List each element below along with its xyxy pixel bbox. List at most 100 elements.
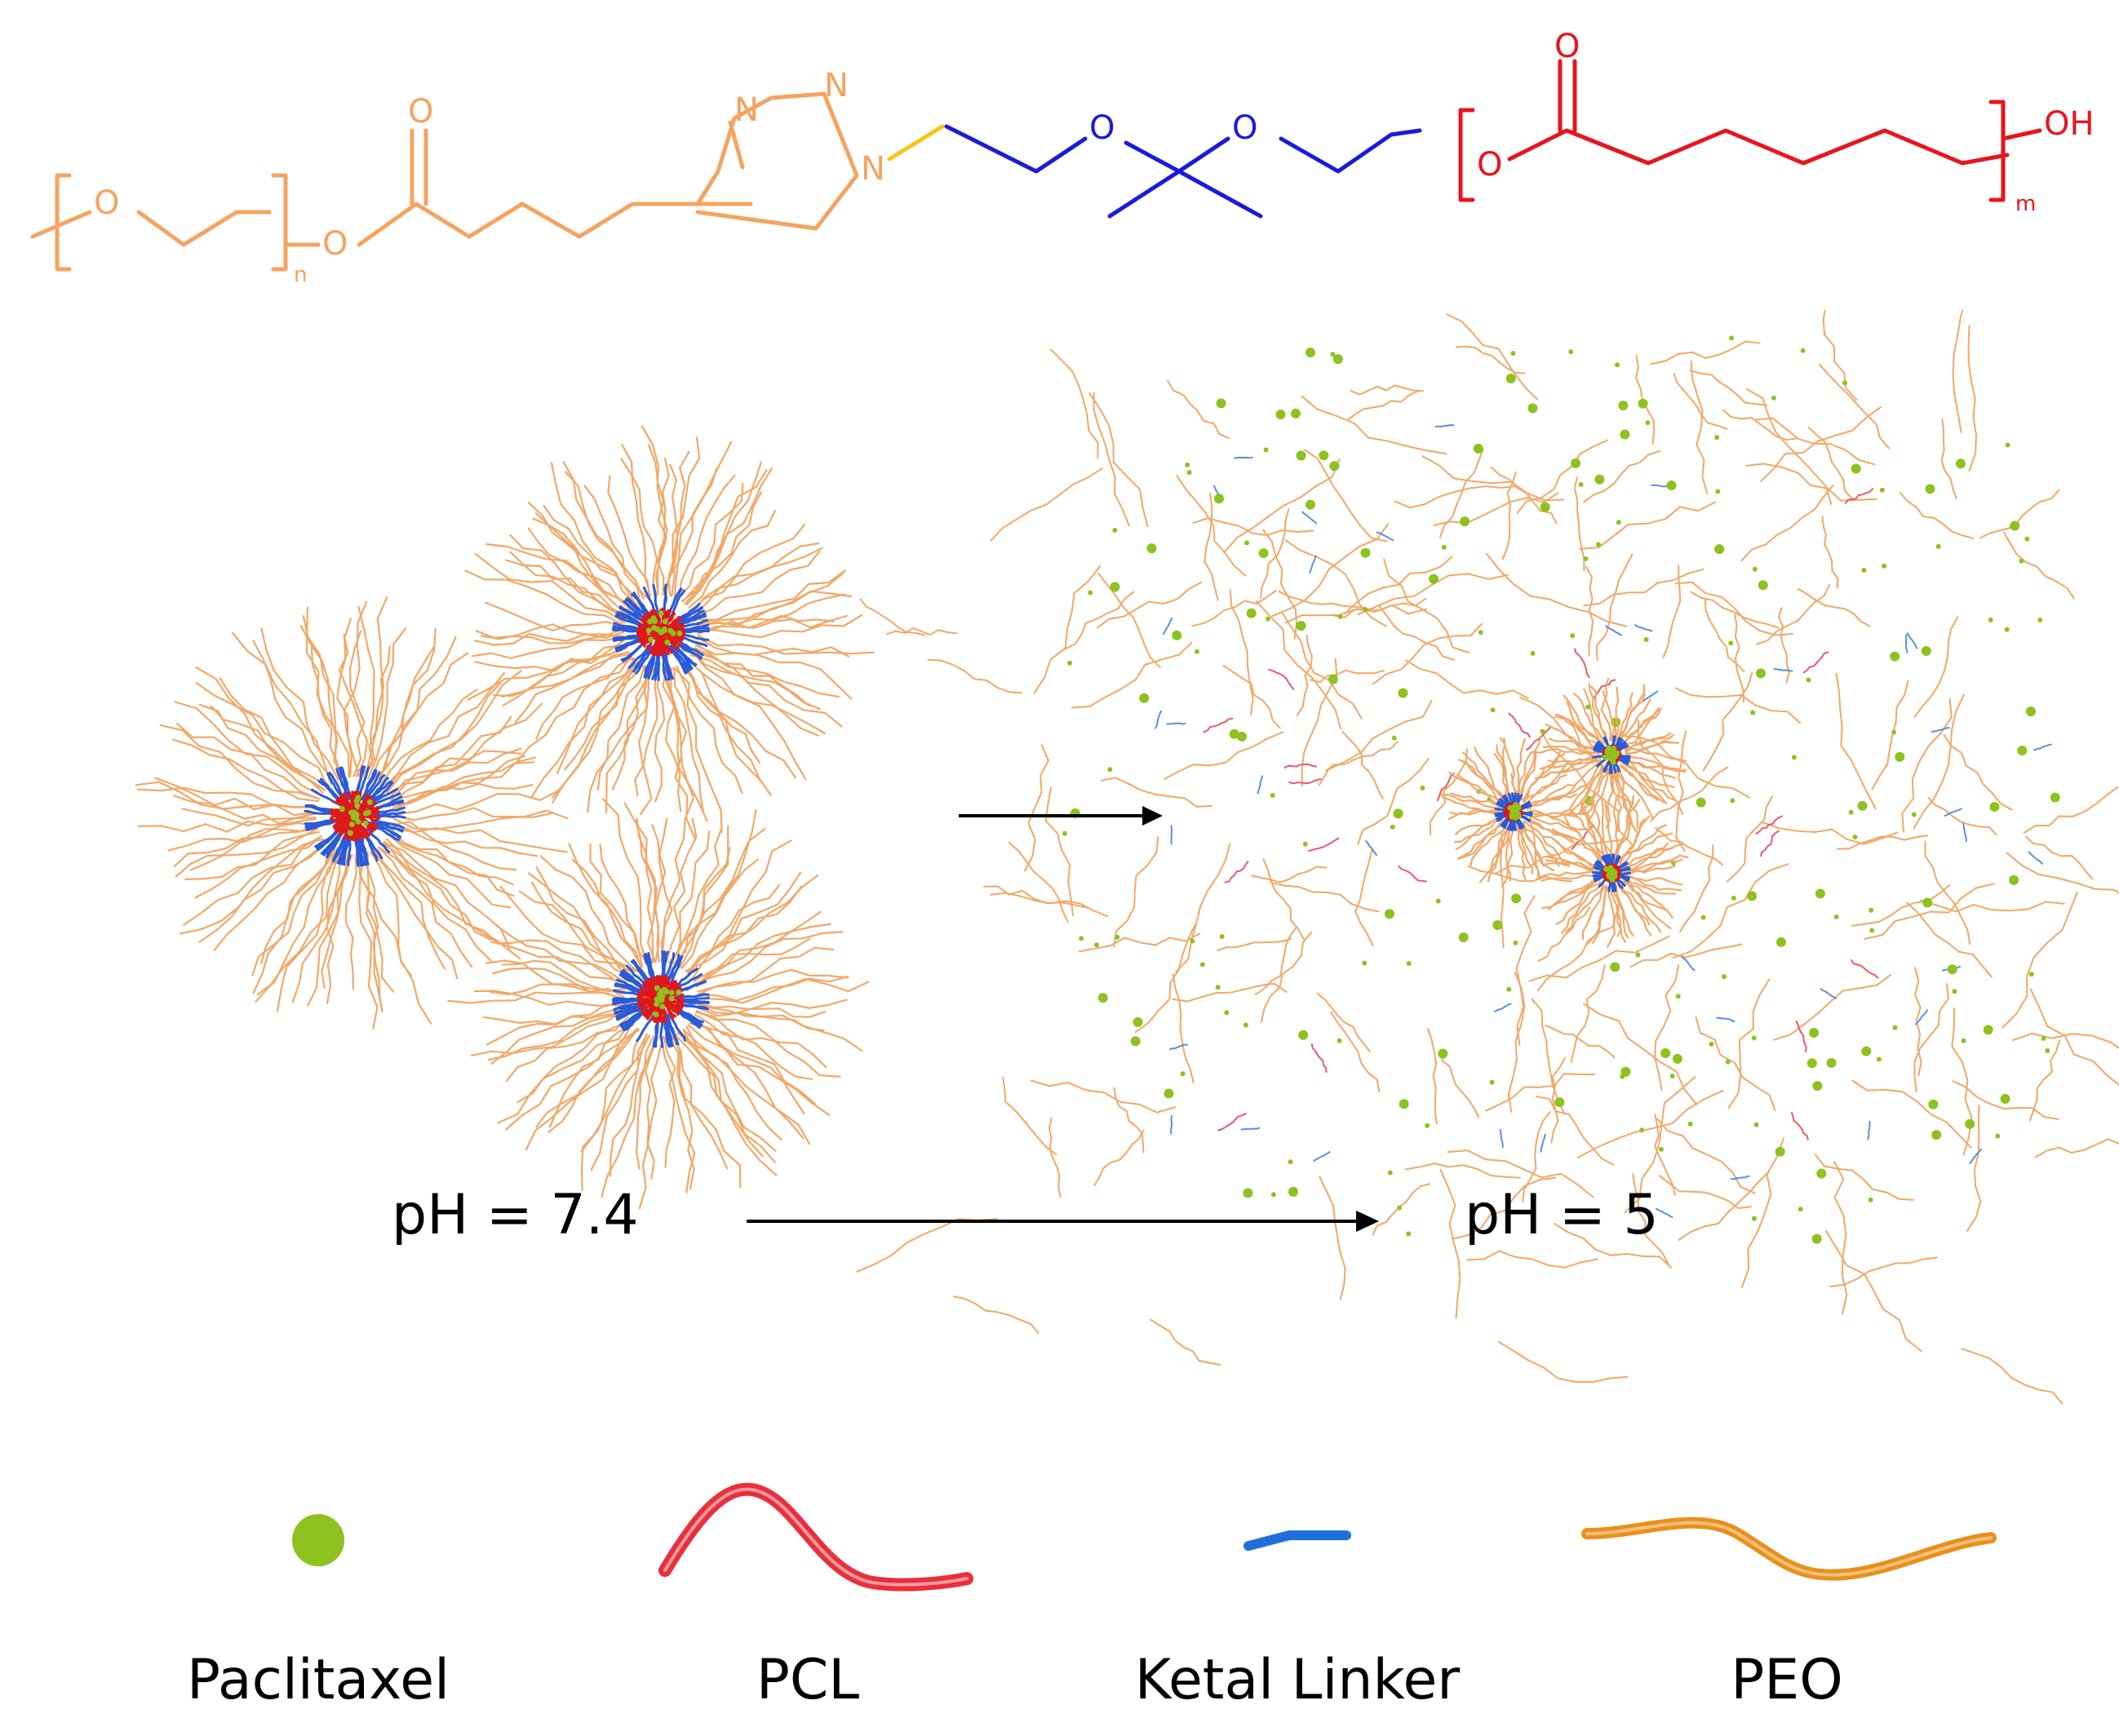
released-peo-chain xyxy=(1271,523,1390,618)
peo-arm xyxy=(336,618,353,778)
peo-arm xyxy=(587,666,650,813)
paclitaxel-core xyxy=(661,986,667,993)
released-peo-chain xyxy=(2011,1032,2119,1049)
peo-arm xyxy=(1544,759,1599,778)
peo-arm xyxy=(505,1022,633,1131)
peo-arm xyxy=(175,827,319,878)
released-paclitaxel xyxy=(1965,1118,1975,1129)
released-paclitaxel xyxy=(1869,928,1875,933)
ketal-linker xyxy=(366,827,391,853)
released-peo-chain xyxy=(1573,476,1585,571)
peo-arm xyxy=(692,650,843,728)
released-paclitaxel xyxy=(1270,793,1275,798)
released-paclitaxel xyxy=(1393,808,1403,819)
released-peo-chain xyxy=(1966,1104,1982,1232)
released-peo-chain xyxy=(2002,892,2078,1029)
peo-arm xyxy=(1590,685,1607,742)
released-paclitaxel xyxy=(1199,962,1205,968)
paclitaxel-core xyxy=(347,830,353,836)
peo-arm xyxy=(623,802,656,963)
released-paclitaxel xyxy=(1947,964,1957,975)
peo-arm xyxy=(1623,760,1675,789)
peo-arm xyxy=(366,852,394,993)
released-peo-chain xyxy=(1798,588,1871,627)
paclitaxel-core xyxy=(654,626,661,632)
released-peo-chain xyxy=(1319,1176,1346,1300)
peo-arm xyxy=(690,1020,805,1114)
peo-arm xyxy=(1455,816,1501,835)
released-peo-chain xyxy=(1310,669,1385,684)
released-pcl-fragment xyxy=(1802,651,1829,674)
peo-arm xyxy=(696,572,844,624)
released-peo-chain xyxy=(1441,1050,1480,1118)
peo-arm xyxy=(1566,701,1604,744)
peo-arm xyxy=(1545,723,1600,750)
peo-arm xyxy=(1539,756,1598,770)
paclitaxel-core xyxy=(1602,754,1608,760)
subscript-n: n xyxy=(294,263,307,287)
peo-arm xyxy=(252,640,336,783)
released-pcl-fragment xyxy=(1283,763,1317,768)
released-paclitaxel xyxy=(1130,1036,1141,1047)
released-paclitaxel xyxy=(1190,938,1195,944)
peo-arm xyxy=(1616,694,1646,743)
peo-arm xyxy=(678,474,736,600)
peo-arm xyxy=(388,833,515,897)
released-paclitaxel xyxy=(1635,952,1641,958)
peo-arm xyxy=(343,600,368,777)
peo-arm xyxy=(505,559,627,618)
peo-arm xyxy=(372,849,459,980)
released-paclitaxel xyxy=(1857,800,1868,811)
released-paclitaxel xyxy=(2026,706,2036,717)
released-peo-chain xyxy=(1421,455,1565,502)
released-paclitaxel xyxy=(1879,487,1885,493)
released-paclitaxel xyxy=(1952,989,1957,994)
released-paclitaxel xyxy=(1714,435,1720,441)
released-peo-chain xyxy=(1262,858,1305,940)
released-paclitaxel xyxy=(1527,403,1538,414)
released-paclitaxel xyxy=(1892,1025,1898,1030)
peo-arm xyxy=(1610,768,1623,832)
released-paclitaxel xyxy=(1639,1127,1645,1133)
released-peo-chain xyxy=(1952,310,1964,433)
released-paclitaxel xyxy=(1492,920,1503,930)
released-peo-chain xyxy=(1372,1183,1431,1236)
released-paclitaxel xyxy=(1062,830,1067,836)
peo-arm xyxy=(1527,809,1578,817)
released-ketal-fragment xyxy=(1969,1148,1983,1164)
peo-arm xyxy=(689,1022,817,1105)
released-peo-chain xyxy=(1229,589,1254,715)
released-paclitaxel xyxy=(1219,934,1225,940)
released-paclitaxel xyxy=(2010,520,2020,531)
paclitaxel-core xyxy=(1604,748,1611,755)
peo-arm xyxy=(635,819,660,963)
paclitaxel-core xyxy=(1610,755,1616,762)
released-peo-chain xyxy=(1819,363,1891,450)
atom-o-3: O xyxy=(408,93,433,131)
atom-n-2: N xyxy=(824,67,849,104)
released-peo-chain xyxy=(1330,1011,1381,1092)
peo-arm xyxy=(607,475,651,597)
released-ketal-fragment xyxy=(1313,1151,1331,1162)
peo-arm xyxy=(688,510,776,609)
peo-arm xyxy=(1625,854,1689,873)
released-paclitaxel xyxy=(1925,484,1935,494)
released-peo-chain xyxy=(1078,932,1201,953)
ketal-linker xyxy=(371,814,406,819)
released-peo-chain xyxy=(1164,731,1284,780)
released-paclitaxel xyxy=(1791,755,1797,760)
peo-arm xyxy=(671,436,701,597)
subscript-m: m xyxy=(2015,192,2036,216)
released-peo-chain xyxy=(1913,616,1959,718)
released-peo-chain xyxy=(1439,1168,1461,1319)
peo-arm xyxy=(695,923,831,988)
peo-arm xyxy=(562,461,645,600)
peo-arm xyxy=(687,1024,805,1140)
peo-arm xyxy=(680,662,772,796)
paclitaxel-core xyxy=(1611,873,1618,879)
released-paclitaxel xyxy=(1067,660,1073,666)
released-pcl-fragment xyxy=(1310,1043,1328,1074)
released-peo-chain xyxy=(1262,529,1298,640)
released-paclitaxel xyxy=(1420,785,1425,790)
released-peo-chain xyxy=(1303,449,1388,542)
